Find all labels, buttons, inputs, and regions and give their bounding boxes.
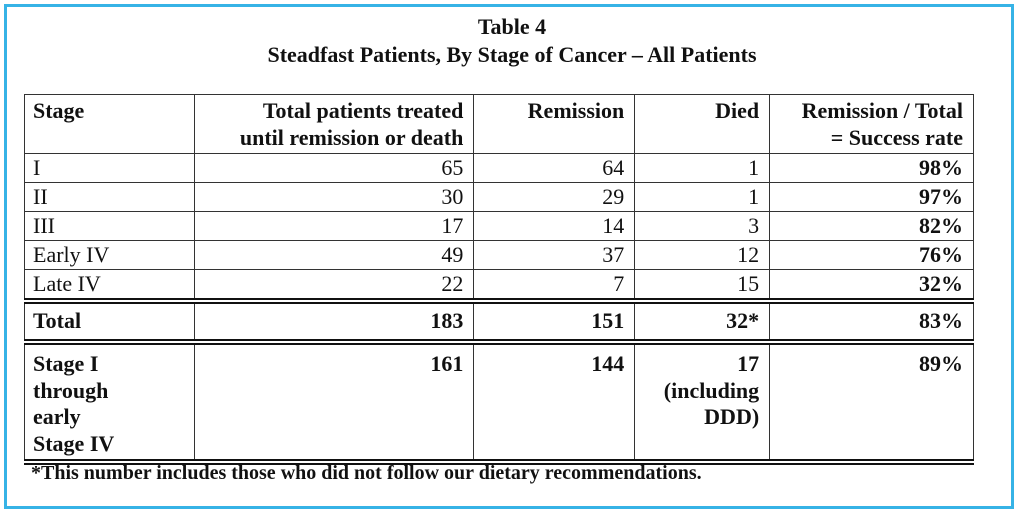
total-rate: 83%: [769, 298, 974, 343]
cell-died: 3: [634, 211, 771, 241]
cell-remission: 14: [473, 211, 636, 241]
table-row: III 17 14 3 82%: [24, 211, 974, 241]
cell-total: 17: [193, 211, 475, 241]
cell-died: 15: [634, 269, 771, 302]
header-rate-line1: Remission / Total: [801, 98, 963, 123]
cell-total: 22: [193, 269, 475, 302]
subset-rate: 89%: [769, 339, 974, 465]
cell-died: 1: [634, 153, 771, 183]
subset-remission: 144: [473, 339, 636, 465]
subset-label-line: Stage I: [33, 351, 99, 376]
header-total: Total patients treated until remission o…: [193, 94, 475, 154]
cell-total: 30: [193, 182, 475, 212]
table-row: II 30 29 1 97%: [24, 182, 974, 212]
cell-died: 1: [634, 182, 771, 212]
cell-rate: 76%: [769, 240, 974, 270]
subset-label: Stage I through early Stage IV: [24, 339, 195, 465]
figure-frame: Table 4 Steadfast Patients, By Stage of …: [4, 4, 1014, 509]
header-total-line1: Total patients treated: [262, 98, 464, 123]
cell-remission: 29: [473, 182, 636, 212]
subset-label-line: Stage IV: [33, 430, 115, 456]
header-stage: Stage: [24, 94, 195, 154]
patients-by-stage-table: Stage Total patients treated until remis…: [24, 94, 974, 465]
subset-died-line: (including: [663, 377, 760, 403]
cell-stage: Early IV: [24, 240, 195, 270]
cell-stage: Late IV: [24, 269, 195, 302]
table-row: Late IV 22 7 15 32%: [24, 269, 974, 302]
cell-rate: 98%: [769, 153, 974, 183]
total-label: Total: [24, 298, 195, 343]
header-remission: Remission: [473, 94, 636, 154]
cell-remission: 64: [473, 153, 636, 183]
total-remission: 151: [473, 298, 636, 343]
cell-stage: III: [24, 211, 195, 241]
header-rate-line2: = Success rate: [830, 125, 963, 150]
subset-label-line: through: [33, 377, 109, 403]
subset-died: 17 (including DDD): [634, 339, 771, 465]
cell-total: 49: [193, 240, 475, 270]
table-row: I 65 64 1 98%: [24, 153, 974, 183]
cell-remission: 7: [473, 269, 636, 302]
cell-rate: 82%: [769, 211, 974, 241]
cell-total: 65: [193, 153, 475, 183]
table-number: Table 4: [477, 14, 547, 39]
cell-remission: 37: [473, 240, 636, 270]
cell-rate: 97%: [769, 182, 974, 212]
subset-total: 161: [193, 339, 475, 465]
total-row: Total 183 151 32* 83%: [24, 298, 974, 343]
cell-died: 12: [634, 240, 771, 270]
header-rate: Remission / Total = Success rate: [769, 94, 974, 154]
subset-row: Stage I through early Stage IV 161 144 1…: [24, 339, 974, 465]
cell-stage: I: [24, 153, 195, 183]
total-patients: 183: [193, 298, 475, 343]
table-title: Table 4 Steadfast Patients, By Stage of …: [7, 13, 1017, 69]
table-row: Early IV 49 37 12 76%: [24, 240, 974, 270]
subset-died-line: 17: [737, 351, 760, 376]
table-caption: Steadfast Patients, By Stage of Cancer –…: [267, 42, 757, 67]
header-row: Stage Total patients treated until remis…: [24, 94, 974, 154]
header-died: Died: [634, 94, 771, 154]
cell-stage: II: [24, 182, 195, 212]
subset-died-line: DDD): [704, 404, 760, 429]
subset-label-line: early: [33, 404, 81, 429]
header-total-line2: until remission or death: [239, 125, 464, 150]
total-died: 32*: [634, 298, 771, 343]
footnote: *This number includes those who did not …: [31, 462, 702, 484]
cell-rate: 32%: [769, 269, 974, 302]
